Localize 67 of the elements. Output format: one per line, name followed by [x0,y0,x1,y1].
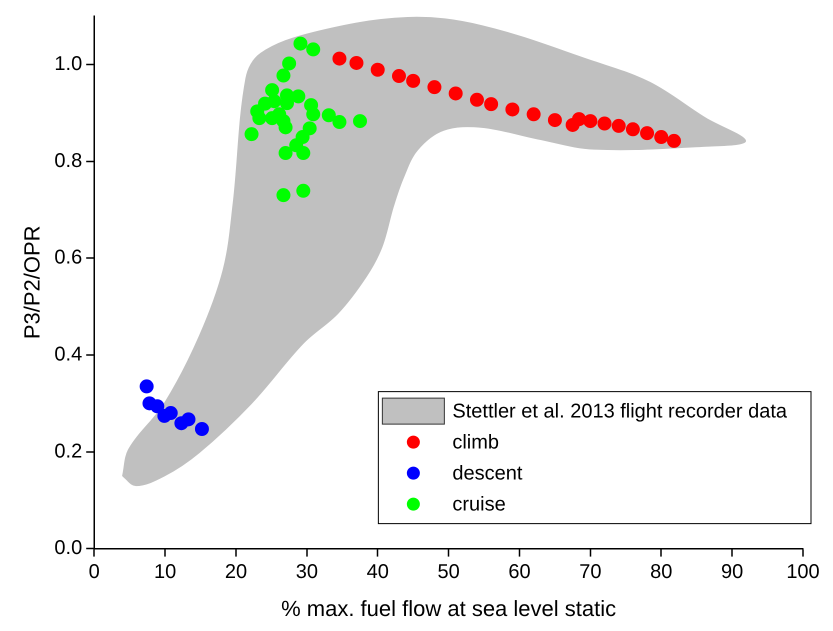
point [293,36,308,51]
point [505,102,520,116]
y-tick-label: 1.0 [54,52,82,75]
point [291,89,306,104]
point [265,83,280,98]
point [276,188,290,202]
point [349,56,364,70]
point [526,107,541,122]
point [470,92,484,107]
point [140,379,154,394]
legend-label: cruise [452,494,506,516]
point [302,121,317,136]
point [306,107,320,122]
x-tick-label: 80 [650,561,672,584]
x-tick-label: 30 [296,561,318,584]
point [322,108,336,122]
point [572,112,586,126]
point [150,399,164,414]
point [332,115,346,130]
y-tick-label: 0.6 [54,246,82,269]
x-tick-label: 10 [154,561,176,584]
x-tick-label: 60 [508,561,531,584]
point [667,134,681,148]
series-label: Stettler et al. 2013 flight recorder data [452,400,788,423]
point [484,97,498,112]
y-tick-label: 0.2 [54,440,82,462]
x-tick-label: 70 [579,561,602,584]
x-axis-title: % max. fuel flow at sea level static [281,596,616,621]
y-axis-title: P3/P2/OPR [19,225,44,340]
point [164,406,178,420]
x-tick-label: 90 [720,561,744,584]
x-tick-label: 40 [366,561,389,584]
point [353,114,367,128]
point [252,111,266,126]
y-tick-label: 0.0 [54,537,82,560]
y-tick-label: 0.8 [54,150,82,172]
point [276,68,290,83]
point [548,113,562,128]
point [406,74,420,88]
x-tick-label: 100 [786,561,820,584]
point [278,146,293,160]
point [181,412,196,426]
point [296,146,310,160]
x-tick-label: 0 [88,561,100,584]
y-tick-label: 0.4 [54,343,82,366]
point [612,118,626,133]
point [306,42,320,56]
point [258,96,272,111]
legend-label: climb [452,432,500,454]
point [392,69,406,84]
point [370,62,385,77]
point [448,86,463,100]
point [278,120,293,134]
point [296,184,310,198]
x-tick-label: 20 [224,561,248,584]
point [194,422,209,436]
point [427,80,442,94]
point [640,126,654,140]
point [598,116,612,130]
point [626,122,640,136]
point [244,127,259,142]
point [332,52,346,66]
legend-label: descent [452,462,523,485]
x-tick-label: 50 [437,561,460,584]
point [654,130,668,144]
point [282,56,296,70]
point [583,114,598,128]
